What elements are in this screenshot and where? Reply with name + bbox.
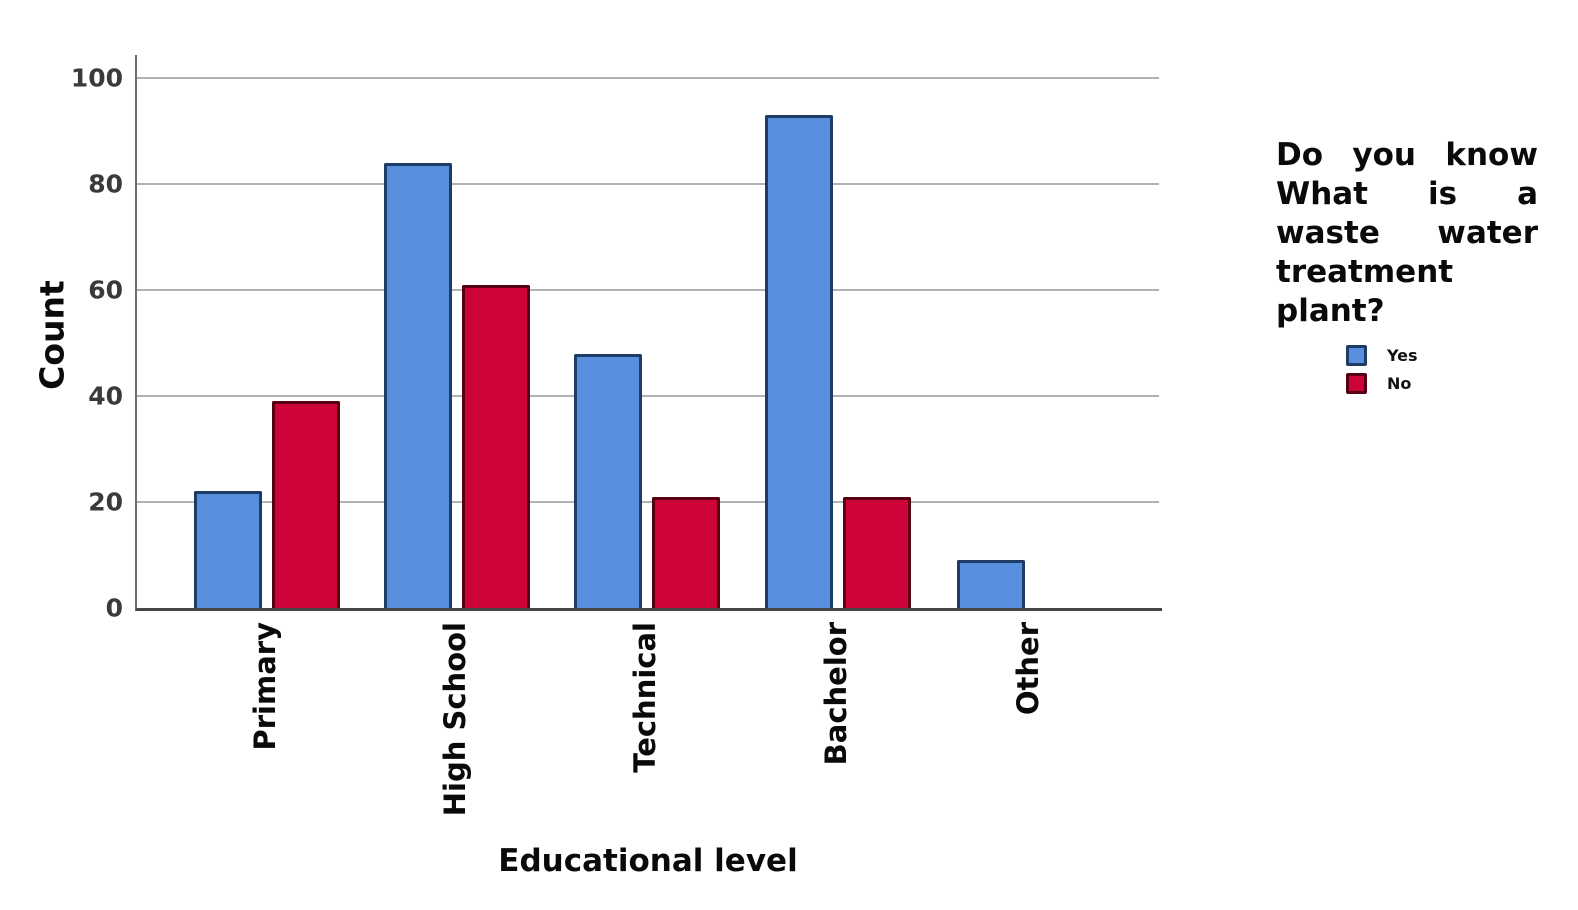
bar-yes-other (957, 560, 1025, 608)
legend-swatch-yes-icon (1346, 345, 1367, 366)
legend-item-label-yes: Yes (1387, 346, 1418, 365)
y-tick-label-60: 60 (88, 275, 123, 305)
bar-yes-technical (574, 354, 642, 608)
legend-item-no: No (1346, 373, 1538, 394)
legend-item-label-no: No (1387, 374, 1412, 393)
legend-swatch-no-icon (1346, 373, 1367, 394)
bar-yes-primary (194, 491, 262, 608)
plot-area (135, 55, 1162, 611)
gridline-20 (137, 501, 1159, 503)
y-tick-label-80: 80 (88, 169, 123, 199)
legend-item-yes: Yes (1346, 345, 1538, 366)
gridline-80 (137, 183, 1159, 185)
bar-no-bachelor (843, 497, 911, 608)
gridline-100 (137, 77, 1159, 79)
y-tick-label-100: 100 (70, 63, 123, 93)
y-tick-label-40: 40 (88, 381, 123, 411)
bar-no-primary (272, 401, 340, 608)
bar-no-high-school (462, 285, 530, 608)
x-tick-label-technical: Technical (628, 622, 662, 773)
legend-items: Yes No (1346, 345, 1538, 394)
y-tick-label-20: 20 (88, 487, 123, 517)
x-tick-label-bachelor: Bachelor (819, 622, 853, 766)
bar-no-technical (652, 497, 720, 608)
legend: Do you know What is a waste water treatm… (1276, 136, 1538, 394)
y-tick-label-0: 0 (105, 593, 123, 623)
x-axis-title: Educational level (498, 843, 798, 879)
x-tick-label-other: Other (1011, 622, 1045, 716)
legend-title: Do you know What is a waste water treatm… (1276, 137, 1538, 329)
bar-yes-high-school (384, 163, 452, 608)
gridline-60 (137, 289, 1159, 291)
bar-yes-bachelor (765, 115, 833, 608)
x-tick-label-high-school: High School (438, 622, 472, 817)
x-tick-label-primary: Primary (248, 622, 282, 751)
gridline-40 (137, 395, 1159, 397)
